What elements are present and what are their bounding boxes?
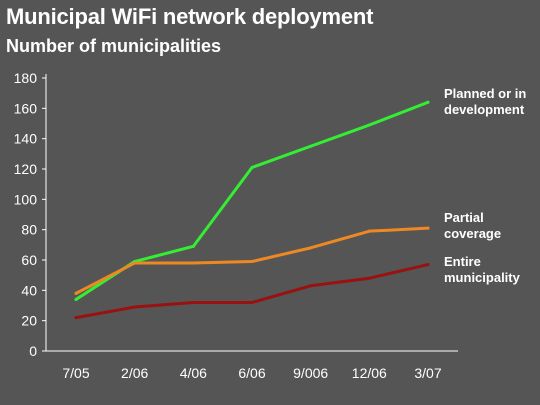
y-tick-label: 140 [14, 131, 38, 147]
x-tick-label: 3/07 [414, 365, 441, 381]
series-line [74, 263, 430, 320]
y-tick-label: 60 [21, 252, 37, 268]
data-point [367, 229, 371, 233]
x-tick-label: 6/06 [238, 365, 265, 381]
series-label: development [444, 102, 525, 117]
y-tick-label: 0 [29, 343, 37, 359]
data-point [74, 291, 78, 295]
x-tick-label: 7/05 [62, 365, 89, 381]
y-tick-label: 120 [14, 161, 38, 177]
data-point [250, 165, 254, 169]
data-point [367, 276, 371, 280]
data-point [426, 263, 430, 267]
data-point [309, 284, 313, 288]
data-point [133, 261, 137, 265]
data-point [367, 123, 371, 127]
data-point [309, 144, 313, 148]
data-point [133, 305, 137, 309]
y-tick-label: 160 [14, 100, 38, 116]
series-line [74, 100, 430, 301]
x-tick-label: 12/06 [352, 365, 387, 381]
data-point [426, 100, 430, 104]
chart-subtitle: Number of municipalities [6, 36, 222, 56]
data-point [191, 261, 195, 265]
data-point [250, 300, 254, 304]
series-label: Entire [444, 254, 481, 269]
y-tick-label: 100 [14, 191, 38, 207]
x-tick-label: 2/06 [121, 365, 148, 381]
chart-title: Municipal WiFi network deployment [6, 4, 374, 29]
data-point [191, 300, 195, 304]
y-tick-label: 40 [21, 282, 37, 298]
data-point [191, 244, 195, 248]
data-point [426, 226, 430, 230]
x-tick-label: 4/06 [180, 365, 207, 381]
data-point [74, 316, 78, 320]
data-point [250, 260, 254, 264]
series-label: coverage [444, 226, 501, 241]
y-tick-label: 180 [14, 70, 38, 86]
y-tick-label: 20 [21, 313, 37, 329]
series-label: Partial [444, 210, 484, 225]
x-tick-label: 9/006 [293, 365, 328, 381]
data-point [74, 297, 78, 301]
series-label: municipality [444, 270, 521, 285]
data-point [309, 246, 313, 250]
y-tick-label: 80 [21, 222, 37, 238]
series-label: Planned or in [444, 86, 526, 101]
